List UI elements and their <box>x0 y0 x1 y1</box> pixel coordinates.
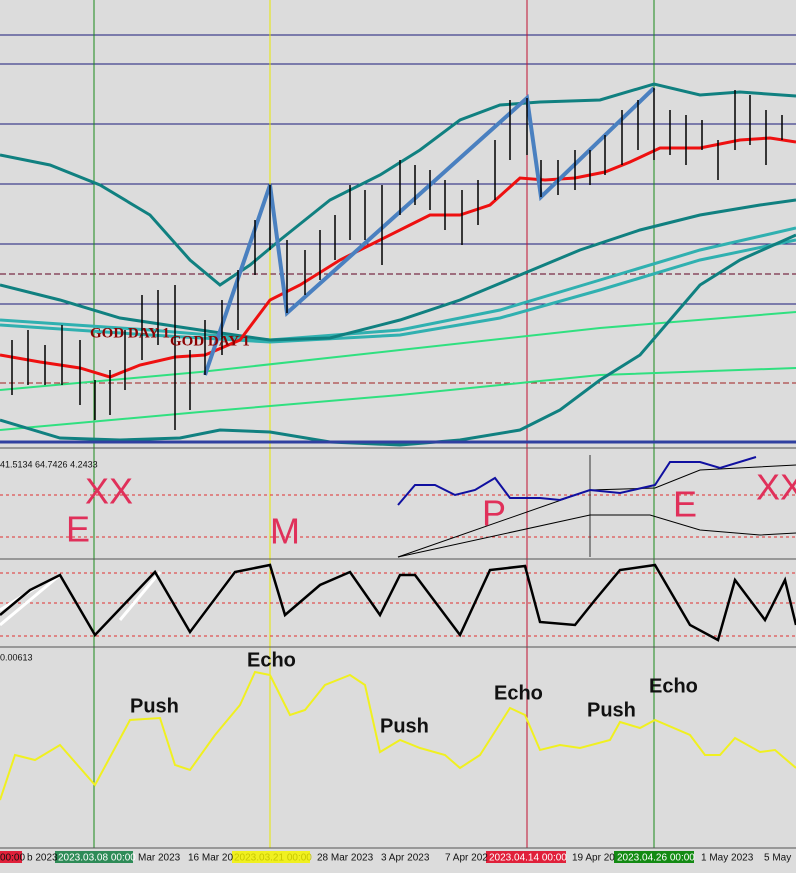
annotation: E <box>673 484 697 525</box>
time-label: 5 May <box>764 853 791 864</box>
indicator-line <box>397 514 796 558</box>
time-label: 1 May 2023 <box>701 853 754 864</box>
time-label: b 2023 <box>27 853 58 864</box>
time-label: 2023.03.08 00:00 <box>58 853 136 864</box>
price-levels <box>0 34 796 305</box>
annotation: Echo <box>494 682 543 704</box>
annotation: XX <box>756 467 796 508</box>
zigzag <box>203 86 656 376</box>
time-label: Mar 2023 <box>138 853 181 864</box>
ma-green <box>0 311 796 391</box>
pane-3 <box>0 563 796 648</box>
annotation: Push <box>130 695 179 717</box>
annotation: M <box>270 511 300 552</box>
time-label: 2023.03.21 00:00 <box>234 853 312 864</box>
annotation: P <box>482 493 506 534</box>
indicator-line <box>0 670 796 801</box>
indicator-values: 41.5134 64.7426 4.2433 <box>0 459 98 469</box>
time-label: 00:00 <box>0 853 25 864</box>
time-label: 19 Apr 20 <box>572 853 615 864</box>
ma-red <box>0 136 796 379</box>
main-pane: GOD DAY 1 GOD DAY 1 <box>0 0 796 848</box>
pane-4: 0.00613 Echo Push Push Echo Push Echo <box>0 649 796 801</box>
bb-lower <box>0 233 796 447</box>
time-label: 3 Apr 2023 <box>381 853 430 864</box>
annotation: GOD DAY 1 <box>90 325 170 341</box>
indicator-line <box>397 456 757 506</box>
ma-teal <box>0 226 796 342</box>
ma-green <box>0 367 796 431</box>
time-axis: 00:00 b 2023 2023.03.08 00:00 Mar 2023 1… <box>0 847 796 873</box>
oscillator <box>0 563 796 642</box>
time-label: 16 Mar 20 <box>188 853 233 864</box>
ma-teal-dark <box>0 198 796 342</box>
ma-teal <box>0 238 796 344</box>
indicator-values: 0.00613 <box>0 652 33 662</box>
annotation: Push <box>380 715 429 737</box>
price-bars <box>11 88 783 430</box>
annotation: Push <box>587 699 636 721</box>
annotation: GOD DAY 1 <box>170 333 250 349</box>
time-label: 2023.04.26 00:00 <box>617 853 695 864</box>
time-label: 7 Apr 202 <box>445 853 488 864</box>
time-label: 2023.04.14 00:00 <box>489 853 567 864</box>
bb-upper <box>0 82 796 287</box>
annotation: Echo <box>247 649 296 671</box>
pane-2: 41.5134 64.7426 4.2433 XX E M P E XX <box>0 455 796 560</box>
annotation: XX <box>85 471 133 512</box>
annotation: Echo <box>649 675 698 697</box>
time-label: 28 Mar 2023 <box>317 853 374 864</box>
indicator-line <box>397 464 796 558</box>
annotation: E <box>66 509 90 550</box>
